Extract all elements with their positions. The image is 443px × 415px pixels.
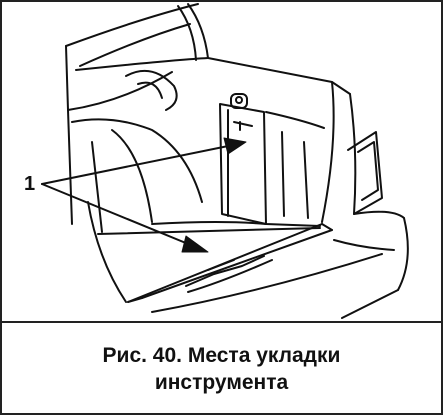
- caption-line-1: Рис. 40. Места укладки: [102, 343, 341, 367]
- spare-wheel: [125, 69, 178, 111]
- callout-1: 1: [24, 137, 247, 253]
- figure-caption: Рис. 40. Места укладки инструмента: [2, 324, 441, 413]
- tool-holder-panel: [219, 93, 267, 225]
- trunk-floor: [97, 221, 321, 235]
- left-wheel-arch: [71, 118, 203, 303]
- caption-divider: [2, 321, 441, 323]
- sill-plate: [127, 223, 333, 303]
- trunk-lid: [65, 3, 209, 67]
- tail-light: [347, 131, 383, 215]
- rear-wall: [265, 111, 325, 219]
- arrow-head-upper-icon: [223, 137, 247, 155]
- callout-label: 1: [24, 173, 35, 195]
- trunk-illustration: 1: [2, 2, 441, 321]
- caption-line-2: инструмента: [154, 370, 289, 394]
- arrow-head-lower-icon: [181, 235, 209, 253]
- bumper: [151, 239, 395, 313]
- trunk-body: [65, 45, 409, 319]
